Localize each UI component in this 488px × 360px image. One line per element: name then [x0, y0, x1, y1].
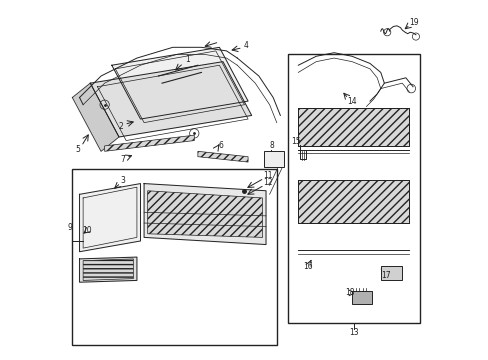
Polygon shape: [198, 151, 247, 162]
Text: 11: 11: [263, 171, 272, 180]
Text: 10: 10: [82, 226, 92, 235]
Bar: [380, 266, 402, 280]
Text: 7: 7: [120, 155, 125, 164]
Text: 14: 14: [346, 96, 356, 105]
Polygon shape: [147, 191, 262, 237]
Polygon shape: [298, 108, 408, 146]
Text: 13: 13: [348, 328, 358, 337]
Bar: [351, 291, 371, 304]
Polygon shape: [83, 259, 133, 280]
Text: 6: 6: [218, 141, 223, 150]
Polygon shape: [104, 135, 194, 151]
Bar: [264, 151, 284, 167]
Text: 17: 17: [381, 270, 390, 279]
Text: 2: 2: [118, 122, 123, 131]
Polygon shape: [298, 180, 408, 223]
Text: 12: 12: [263, 178, 272, 187]
Text: 8: 8: [268, 141, 273, 150]
Bar: [72, 169, 276, 345]
Polygon shape: [144, 184, 265, 244]
Text: 1: 1: [184, 55, 189, 64]
Bar: [287, 54, 419, 323]
Text: 15: 15: [291, 137, 301, 146]
Text: 18: 18: [344, 288, 354, 297]
Polygon shape: [90, 62, 251, 137]
Polygon shape: [80, 257, 137, 282]
Polygon shape: [72, 83, 119, 151]
Text: 3: 3: [120, 176, 125, 185]
Text: 16: 16: [303, 262, 312, 271]
Text: 9: 9: [67, 223, 72, 232]
Polygon shape: [112, 47, 247, 119]
Text: 19: 19: [408, 18, 418, 27]
Text: 4: 4: [244, 41, 248, 50]
Text: 5: 5: [75, 145, 80, 154]
Polygon shape: [80, 184, 140, 252]
